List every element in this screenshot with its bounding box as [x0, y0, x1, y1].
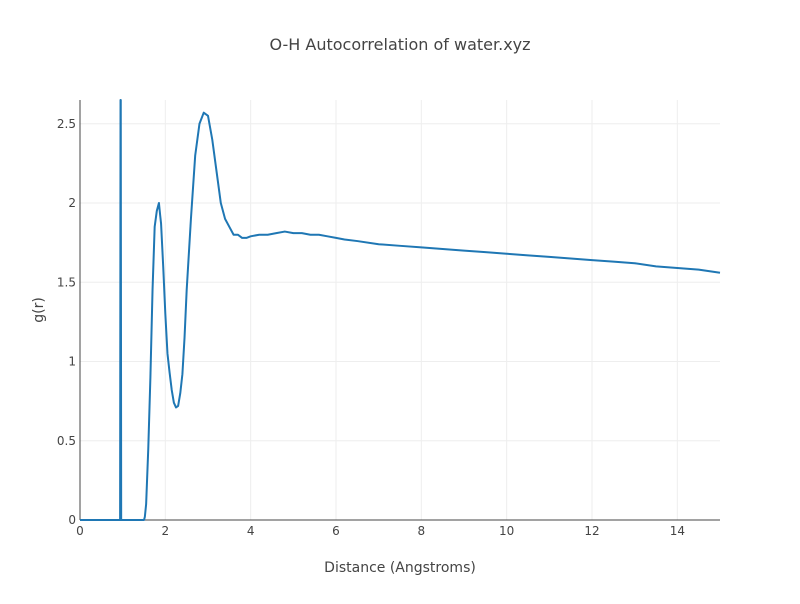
- x-tick-label: 10: [499, 524, 514, 538]
- y-axis-title: g(r): [31, 297, 47, 323]
- y-tick-label: 0.5: [57, 434, 76, 448]
- x-tick-label: 14: [670, 524, 685, 538]
- x-tick-label: 4: [247, 524, 255, 538]
- x-tick-label: 6: [332, 524, 340, 538]
- x-axis-title: Distance (Angstroms): [324, 560, 476, 576]
- y-tick-label: 1.5: [57, 275, 76, 289]
- y-tick-label: 2.5: [57, 117, 76, 131]
- x-tick-label: 0: [76, 524, 84, 538]
- x-tick-label: 8: [418, 524, 426, 538]
- chart-title: O-H Autocorrelation of water.xyz: [269, 35, 530, 54]
- series-layer: [80, 99, 721, 521]
- series-line: [80, 99, 721, 521]
- x-tick-label: 12: [584, 524, 599, 538]
- y-tick-label: 0: [68, 513, 76, 527]
- grid-layer: [80, 100, 720, 520]
- x-tick-label: 2: [162, 524, 170, 538]
- y-tick-label: 1: [68, 355, 76, 369]
- y-tick-label: 2: [68, 196, 76, 210]
- axis-layer: 0 2 4 6 8 10 12 14 0 0.5 1 1.5 2 2.5: [57, 100, 720, 538]
